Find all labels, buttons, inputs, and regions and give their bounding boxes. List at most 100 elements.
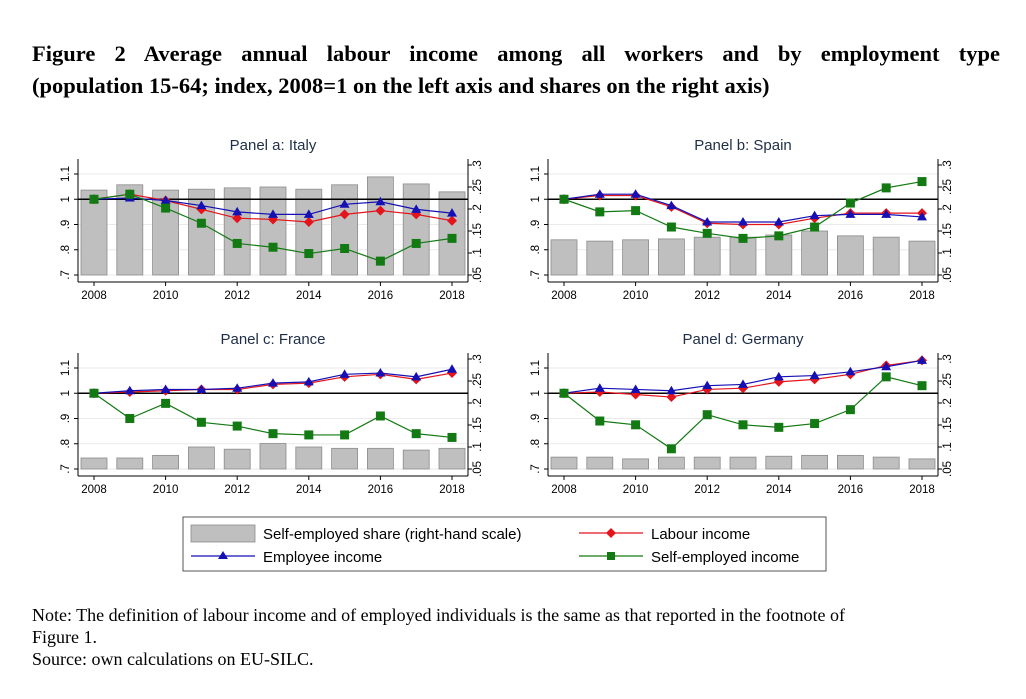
self-employed-income-point: [738, 233, 748, 243]
legend-label-employee-income: Employee income: [263, 549, 382, 566]
x-tick-label: 2012: [694, 290, 720, 302]
x-tick-label: 2010: [153, 290, 179, 302]
self-employed-income-point: [917, 381, 927, 391]
legend-marker-square-icon: [607, 552, 615, 560]
left-tick-label: .9: [530, 414, 542, 424]
figure-title: Figure 2 Average annual labour income am…: [32, 38, 1000, 102]
bar-self-employed-share: [366, 447, 394, 470]
employee-income-point: [196, 200, 207, 210]
employee-income-point: [666, 200, 677, 210]
right-tick-label: .3: [472, 354, 484, 364]
x-tick-label: 2016: [368, 290, 394, 302]
panel-title: Panel b: Spain: [694, 137, 792, 154]
x-tick-label: 2010: [623, 484, 649, 496]
self-employed-income-point: [268, 242, 278, 252]
labour-income-point: [666, 392, 677, 403]
x-tick-label: 2012: [224, 290, 250, 302]
employee-income-point: [375, 196, 386, 206]
bar-self-employed-share: [223, 448, 251, 470]
x-tick-label: 2010: [623, 290, 649, 302]
employee-income-point: [809, 370, 820, 380]
x-tick-label: 2014: [296, 290, 322, 302]
self-employed-income-point: [845, 198, 855, 208]
self-employed-income-line: [563, 180, 923, 239]
self-employed-income-point: [196, 218, 206, 228]
right-tick-label: .2: [472, 398, 484, 408]
left-tick-label: 1.1: [530, 166, 542, 182]
left-tick-label: 1.1: [530, 360, 542, 376]
self-employed-income-point: [881, 183, 891, 193]
left-tick-label: 1: [530, 390, 542, 396]
right-tick-label: .15: [472, 223, 484, 239]
self-employed-income-point: [595, 207, 605, 217]
left-tick-label: .7: [530, 270, 542, 280]
employee-income-point: [738, 379, 748, 388]
chart-canvas: Panel a: Italy 1.1 1 .9 .8 .7 .3 .25 .2 .15 .1 .05 2…: [60, 137, 954, 572]
right-tick-label: .25: [942, 373, 954, 389]
bar-self-employed-share: [550, 456, 578, 470]
right-tick-label: .15: [942, 417, 954, 433]
left-tick-label: 1.1: [60, 360, 72, 376]
bar-self-employed-share: [657, 456, 685, 470]
legend-label-self-employed-share: Self-employed share (right-hand scale): [263, 526, 521, 543]
self-employed-income-point: [738, 420, 748, 430]
bar-self-employed-share: [80, 457, 108, 470]
x-tick-label: 2016: [368, 484, 394, 496]
bar-self-employed-share: [295, 188, 323, 276]
bar-self-employed-share: [908, 458, 936, 470]
panel-france: Panel c: France 1.1 1 .9 .8 .7 .3 .25 .2 .15 .1 .05…: [60, 331, 484, 496]
self-employed-income-point: [125, 189, 135, 199]
self-employed-income-point: [881, 372, 891, 382]
employee-income-point: [881, 209, 892, 218]
self-employed-income-point: [631, 206, 641, 216]
self-employed-income-point: [268, 429, 278, 439]
self-employed-income-point: [702, 410, 712, 420]
left-tick-label: .8: [60, 439, 72, 449]
employee-income-point: [630, 384, 641, 393]
bar-self-employed-share: [550, 239, 578, 276]
self-employed-income-point: [89, 194, 99, 204]
self-employed-income-point: [375, 256, 385, 266]
panel-title: Panel a: Italy: [230, 137, 317, 154]
employee-income-point: [702, 380, 713, 390]
employee-income-point: [594, 383, 605, 392]
employee-income-point: [303, 376, 314, 386]
panel-italy: Panel a: Italy 1.1 1 .9 .8 .7 .3 .25 .2 .15 .1 .05 2…: [60, 137, 484, 302]
right-tick-label: .05: [472, 461, 484, 477]
bar-self-employed-share: [438, 447, 466, 470]
panel-title: Panel c: France: [220, 331, 325, 348]
bar-self-employed-share: [836, 235, 864, 276]
employee-income-point: [702, 216, 713, 226]
x-tick-label: 2012: [224, 484, 250, 496]
legend-marker-diamond-icon: [606, 528, 616, 538]
figure-title-line-2: (population 15-64; index, 2008=1 on the …: [32, 73, 770, 98]
bar-self-employed-share: [801, 454, 829, 470]
panel-title: Panel d: Germany: [683, 331, 804, 348]
self-employed-income-point: [595, 416, 605, 426]
bar-self-employed-share: [693, 236, 721, 276]
self-employed-income-point: [559, 388, 569, 398]
left-tick-label: 1: [60, 196, 72, 202]
labour-income-point: [447, 368, 457, 379]
right-tick-label: .1: [472, 442, 484, 452]
self-employed-income-point: [196, 417, 206, 427]
employee-income-point: [303, 209, 314, 218]
x-tick-label: 2018: [439, 484, 465, 496]
self-employed-income-point: [161, 203, 171, 213]
panel-spain: Panel b: Spain 1.1 1 .9 .8 .7 .3 .25 .2 .15 .1 .05 2…: [530, 137, 954, 302]
self-employed-income-point: [559, 194, 569, 204]
legend-marker-triangle-icon: [218, 551, 228, 559]
x-tick-label: 2008: [81, 290, 107, 302]
left-tick-label: .7: [60, 270, 72, 280]
employee-income-point: [809, 210, 820, 220]
left-tick-label: 1: [530, 196, 542, 202]
bar-self-employed-share: [765, 234, 793, 276]
right-tick-label: .05: [942, 267, 954, 283]
bar-self-employed-share: [116, 457, 144, 470]
employee-income-point: [268, 378, 278, 387]
self-employed-income-point: [411, 238, 421, 248]
right-tick-label: .3: [472, 160, 484, 170]
left-tick-label: .7: [60, 464, 72, 474]
self-employed-income-point: [774, 231, 784, 241]
employee-income-point: [738, 216, 748, 226]
